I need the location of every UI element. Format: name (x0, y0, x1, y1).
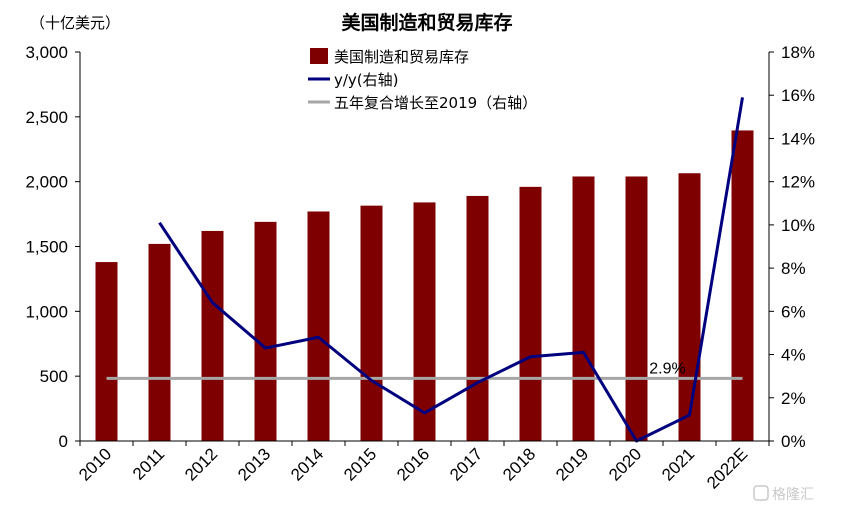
left-tick-label: 2,000 (25, 173, 68, 192)
left-tick-label: 3,000 (25, 43, 68, 62)
x-tick-label: 2016 (393, 444, 433, 484)
x-tick-label: 2012 (181, 444, 221, 484)
x-tick-label: 2011 (129, 444, 168, 483)
left-tick-label: 2,500 (25, 108, 68, 127)
bar-2012 (201, 230, 224, 441)
x-tick-label: 2021 (658, 444, 698, 484)
legend-swatch-bar (310, 48, 328, 64)
bar-2020 (625, 176, 648, 442)
lines-group (106, 97, 744, 443)
bars-group (95, 130, 754, 442)
right-tick-label: 0% (781, 432, 806, 451)
right-tick-label: 6% (781, 302, 806, 321)
x-tick-label: 2022E (703, 444, 751, 492)
x-tick-label: 2015 (340, 444, 380, 484)
right-tick-label: 14% (781, 129, 815, 148)
bar-2017 (466, 195, 489, 441)
legend: 美国制造和贸易库存 y/y(右轴) 五年复合增长至2019（右轴） (308, 48, 537, 112)
watermark-logo-icon (753, 485, 769, 501)
left-tick-label: 0 (59, 432, 68, 451)
x-tick-label: 2017 (446, 444, 486, 484)
bar-2010 (95, 262, 118, 441)
right-tick-label: 2% (781, 389, 806, 408)
legend-label: 美国制造和贸易库存 (334, 48, 469, 66)
legend-label: 五年复合增长至2019（右轴） (334, 94, 537, 112)
bar-2021 (678, 173, 701, 441)
x-tick-label: 2020 (605, 444, 645, 484)
right-tick-label: 18% (781, 43, 815, 62)
x-tick-label: 2014 (287, 444, 327, 484)
watermark: 格隆汇 (753, 485, 814, 503)
yoy-line (158, 97, 744, 443)
bar-2013 (254, 221, 277, 441)
bar-2022E (731, 130, 754, 441)
x-tick-label: 2019 (552, 444, 592, 484)
right-axis-ticks: 0% 2% 4% 6% 8% 10% 12% 14% 16% 18% (769, 43, 815, 451)
left-tick-label: 500 (40, 367, 68, 386)
legend-label: y/y(右轴) (334, 71, 399, 89)
bar-2018 (519, 186, 542, 441)
bar-2016 (413, 202, 436, 441)
unit-label: （十亿美元） (30, 14, 120, 32)
x-tick-label: 2018 (499, 444, 539, 484)
cagr-annotation: 2.9% (649, 360, 685, 377)
left-axis-ticks: 0 500 1,000 1,500 2,000 2,500 3,000 (25, 43, 80, 451)
x-tick-label: 2013 (234, 444, 274, 484)
bar-2015 (360, 205, 383, 441)
x-tick-label: 2010 (75, 444, 115, 484)
bar-2014 (307, 211, 330, 441)
left-tick-label: 1,500 (25, 238, 68, 257)
bar-2011 (148, 243, 171, 441)
chart-title: 美国制造和贸易库存 (341, 11, 512, 34)
right-tick-label: 4% (781, 346, 806, 365)
bar-2019 (572, 176, 595, 442)
left-tick-label: 1,000 (25, 302, 68, 321)
right-tick-label: 12% (781, 173, 815, 192)
right-tick-label: 10% (781, 216, 815, 235)
right-tick-label: 16% (781, 86, 815, 105)
right-tick-label: 8% (781, 259, 806, 278)
x-axis-ticks: 2010 2011 2012 2013 2014 2015 2016 2017 2018 2019… (75, 441, 770, 493)
watermark-text: 格隆汇 (772, 487, 814, 503)
